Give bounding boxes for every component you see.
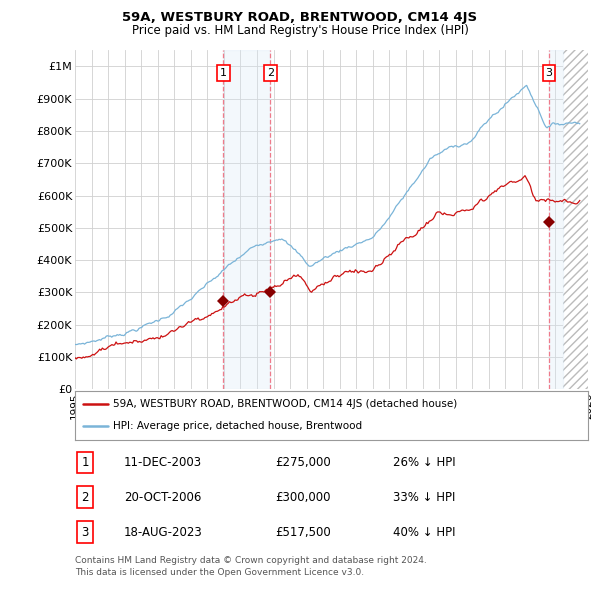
- Text: Contains HM Land Registry data © Crown copyright and database right 2024.: Contains HM Land Registry data © Crown c…: [75, 556, 427, 565]
- Text: 18-AUG-2023: 18-AUG-2023: [124, 526, 202, 539]
- Text: 1: 1: [82, 455, 89, 468]
- Text: £300,000: £300,000: [275, 490, 331, 504]
- Text: 3: 3: [545, 68, 552, 78]
- Text: 59A, WESTBURY ROAD, BRENTWOOD, CM14 4JS: 59A, WESTBURY ROAD, BRENTWOOD, CM14 4JS: [122, 11, 478, 24]
- Text: 2: 2: [82, 490, 89, 504]
- Text: 20-OCT-2006: 20-OCT-2006: [124, 490, 201, 504]
- Text: 33% ↓ HPI: 33% ↓ HPI: [393, 490, 455, 504]
- Text: £275,000: £275,000: [275, 455, 331, 468]
- Text: 1: 1: [220, 68, 227, 78]
- Text: Price paid vs. HM Land Registry's House Price Index (HPI): Price paid vs. HM Land Registry's House …: [131, 24, 469, 37]
- Text: 59A, WESTBURY ROAD, BRENTWOOD, CM14 4JS (detached house): 59A, WESTBURY ROAD, BRENTWOOD, CM14 4JS …: [113, 399, 458, 409]
- Text: £517,500: £517,500: [275, 526, 331, 539]
- Text: 2: 2: [267, 68, 274, 78]
- Text: 40% ↓ HPI: 40% ↓ HPI: [393, 526, 455, 539]
- Text: 26% ↓ HPI: 26% ↓ HPI: [393, 455, 455, 468]
- Text: 11-DEC-2003: 11-DEC-2003: [124, 455, 202, 468]
- Text: 3: 3: [82, 526, 89, 539]
- Bar: [549, 50, 563, 389]
- Text: This data is licensed under the Open Government Licence v3.0.: This data is licensed under the Open Gov…: [75, 568, 364, 576]
- Text: HPI: Average price, detached house, Brentwood: HPI: Average price, detached house, Bren…: [113, 421, 362, 431]
- Bar: [563, 50, 588, 389]
- Bar: [223, 50, 271, 389]
